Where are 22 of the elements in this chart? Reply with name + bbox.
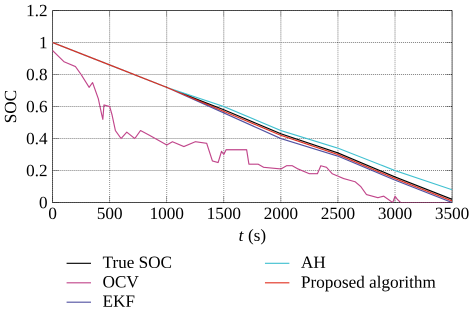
x-tick-label: 1000 — [151, 208, 184, 220]
legend-label: True SOC — [102, 256, 172, 268]
y-axis-title: SOC — [4, 91, 16, 122]
y-tick-label: 0 — [40, 196, 47, 208]
x-tick-label: 3500 — [436, 208, 469, 220]
x-tick-label: 2000 — [264, 208, 298, 220]
y-tick-label: 0.6 — [26, 100, 48, 113]
legend-label: OCV — [103, 276, 139, 288]
legend-label: EKF — [103, 296, 134, 307]
y-tick-label: 0.8 — [26, 68, 47, 81]
x-tick-label: 500 — [98, 208, 122, 220]
x-tick-label: 0 — [48, 208, 56, 220]
x-tick-label: 1500 — [208, 208, 240, 220]
y-tick-label: 0.2 — [26, 164, 47, 177]
legend-label: Proposed algorithm — [301, 276, 436, 292]
x-tick-label: 3000 — [378, 208, 412, 220]
legend-label: AH — [301, 256, 326, 268]
y-tick-label: 1.2 — [28, 4, 47, 17]
y-tick-label: 1 — [40, 37, 47, 48]
x-tick-label: 2500 — [322, 208, 354, 220]
x-axis-title: t (s) — [239, 229, 266, 245]
y-tick-label: 0.4 — [26, 132, 48, 145]
